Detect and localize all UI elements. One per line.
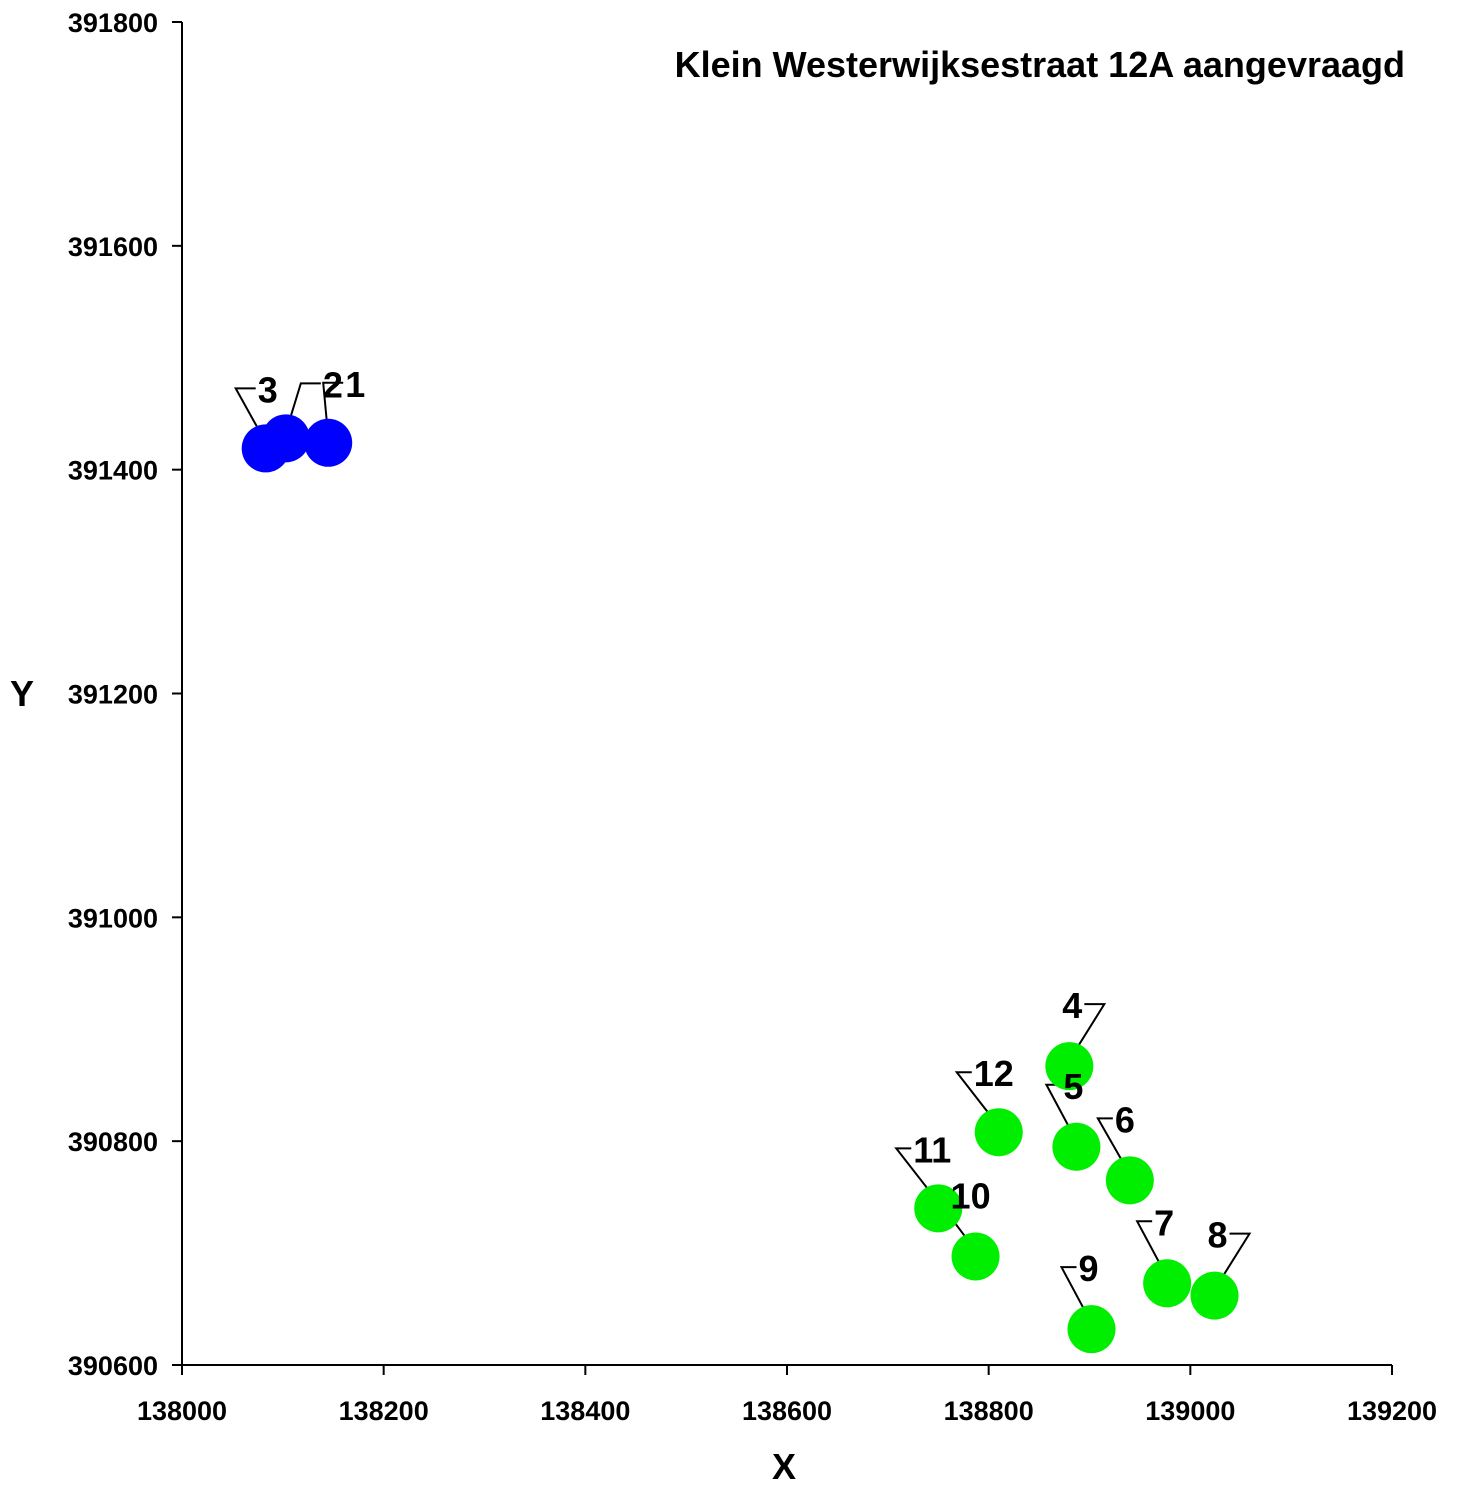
data-point [974,1108,1023,1157]
chart-title: Klein Westerwijksestraat 12A aangevraagd [675,44,1405,85]
point-label: 1 [345,364,365,405]
y-tick-label: 391800 [68,8,158,38]
data-point [1143,1259,1192,1308]
point-label: 4 [1062,985,1082,1026]
point-label: 6 [1115,1099,1135,1140]
point-callout-line [1135,1220,1169,1278]
data-point [951,1232,1000,1281]
point-callout-line [1213,1232,1252,1291]
y-tick-label: 390800 [68,1127,158,1157]
axes [181,22,1392,1366]
point-label: 9 [1079,1248,1099,1289]
x-tick-label: 139200 [1347,1396,1437,1426]
x-tick-label: 138800 [944,1396,1034,1426]
point-label: 12 [974,1053,1014,1094]
data-point [1105,1156,1154,1205]
point-callout-line [1059,1266,1093,1324]
point-callout-line [954,1071,1000,1127]
point-label: 7 [1154,1202,1174,1243]
point-callout-line [1068,1003,1107,1061]
x-tick-label: 138400 [540,1396,630,1426]
y-tick-label: 391600 [68,232,158,262]
point-label: 2 [323,364,343,405]
y-tick-label: 391000 [68,903,158,933]
x-tick-label: 139000 [1145,1396,1235,1426]
data-point [1067,1305,1116,1354]
data-point [1052,1122,1101,1171]
point-label: 5 [1063,1066,1083,1107]
point-callout-line [894,1147,940,1203]
y-axis-label: Y [10,673,34,714]
point-label: 8 [1208,1215,1228,1256]
y-tick-label: 390600 [68,1351,158,1381]
x-axis-label: X [772,1446,796,1487]
data-point [1190,1271,1239,1320]
point-callout-line [322,381,344,437]
point-callout-line [1096,1117,1131,1175]
data-point [914,1184,963,1233]
point-callouts [233,381,1252,1324]
y-tick-label: 391400 [68,456,158,486]
ticks: 138000 138200 138400 138600 138800 139000 1392… [68,8,1437,1426]
point-label: 3 [258,369,278,410]
data-points [241,414,1239,1354]
point-label: 10 [951,1175,991,1216]
data-point [241,424,290,473]
x-tick-label: 138600 [742,1396,832,1426]
point-callout-line [233,387,267,443]
data-point [304,418,353,467]
x-tick-label: 138000 [137,1396,227,1426]
point-label: 11 [913,1129,951,1170]
data-point [1045,1042,1094,1091]
y-tick-label: 391200 [68,680,158,710]
x-tick-label: 138200 [339,1396,429,1426]
